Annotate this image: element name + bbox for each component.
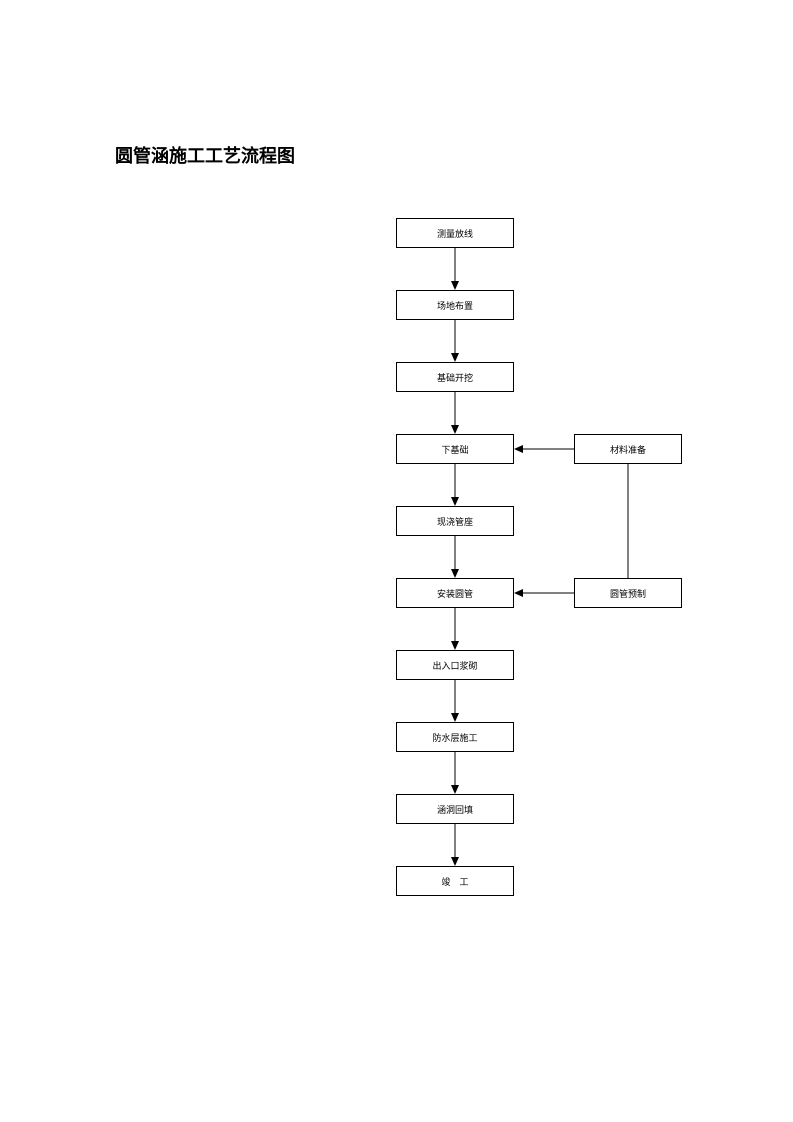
flow-node-n10: 竣 工 xyxy=(396,866,514,896)
flow-node-n6: 安装圆管 xyxy=(396,578,514,608)
flow-node-s1: 材料准备 xyxy=(574,434,682,464)
edges-layer xyxy=(0,0,793,1122)
flow-node-n5: 现浇管座 xyxy=(396,506,514,536)
flow-node-n8: 防水层施工 xyxy=(396,722,514,752)
flow-node-n2: 场地布置 xyxy=(396,290,514,320)
flow-node-n4: 下基础 xyxy=(396,434,514,464)
flow-node-s2: 圆管预制 xyxy=(574,578,682,608)
page: 圆管涵施工工艺流程图 测量放线场地布置基础开挖下基础现浇管座安装圆管出入口浆砌防… xyxy=(0,0,793,1122)
flow-node-n7: 出入口浆砌 xyxy=(396,650,514,680)
flow-node-n3: 基础开挖 xyxy=(396,362,514,392)
flow-node-n1: 测量放线 xyxy=(396,218,514,248)
diagram-title: 圆管涵施工工艺流程图 xyxy=(115,142,295,168)
flow-node-n9: 涵洞回填 xyxy=(396,794,514,824)
